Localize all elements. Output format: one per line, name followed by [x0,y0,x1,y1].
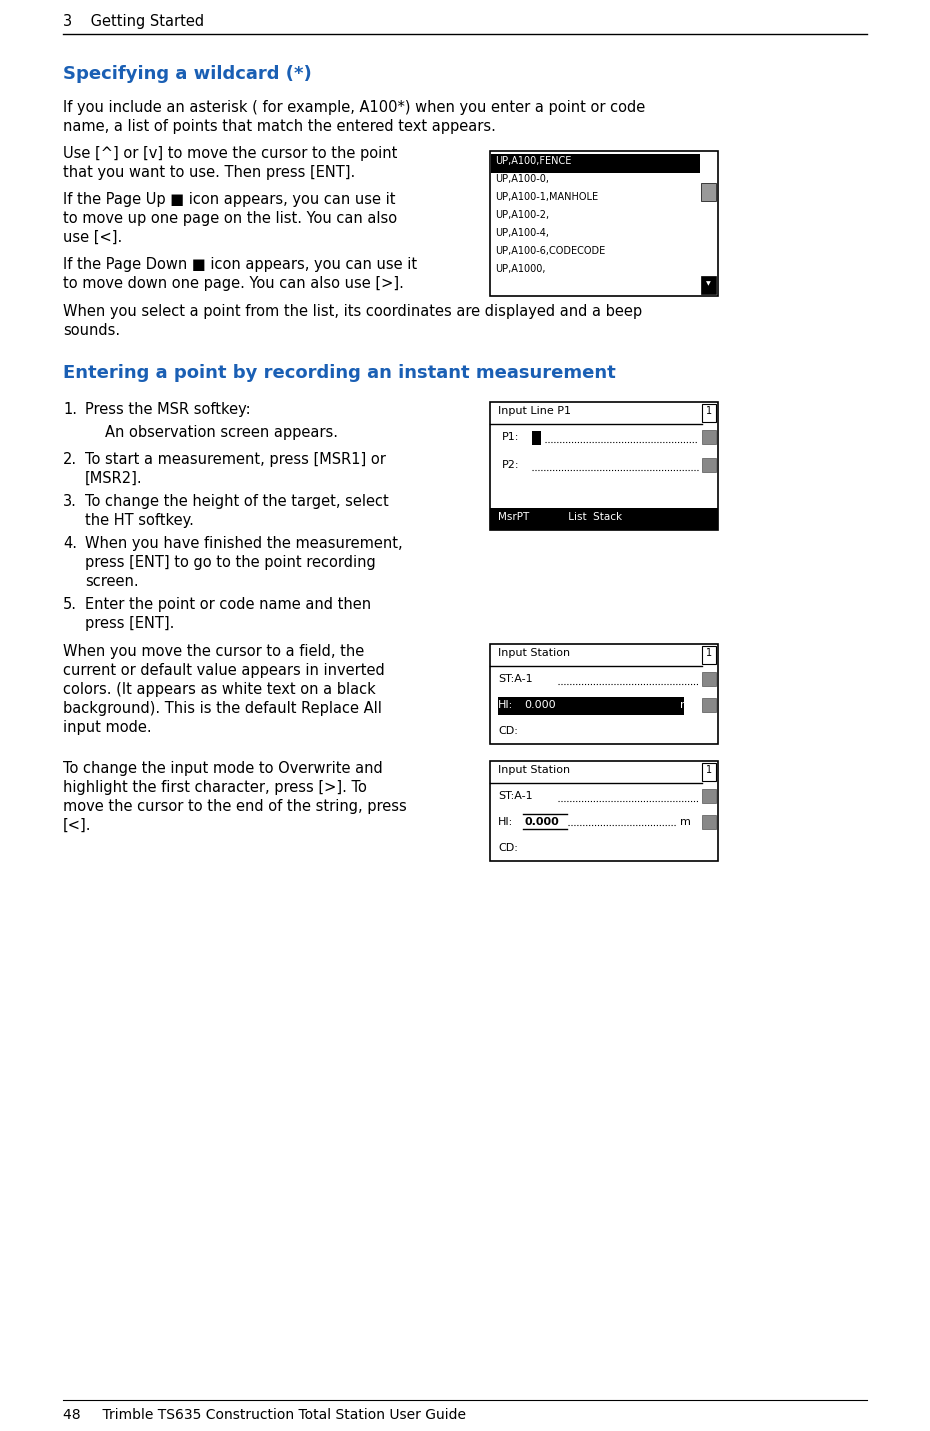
Text: Specifying a wildcard (*): Specifying a wildcard (*) [63,64,312,83]
Text: When you move the cursor to a field, the: When you move the cursor to a field, the [63,644,365,660]
Bar [490,402,718,529]
Text: to move down one page. You can also use [>].: to move down one page. You can also use … [63,276,404,290]
Text: 3    Getting Started: 3 Getting Started [63,14,204,29]
Text: An observation screen appears.: An observation screen appears. [105,425,338,439]
Bar [498,697,684,716]
Text: 1.: 1. [63,402,77,416]
Text: Entering a point by recording an instant measurement: Entering a point by recording an instant… [63,363,616,382]
Text: 1: 1 [706,648,712,658]
Text: 2.: 2. [63,452,77,467]
Bar [701,276,716,293]
Text: 3.: 3. [63,494,77,509]
Text: HI:: HI: [498,817,513,827]
Text: the HT softkey.: the HT softkey. [85,512,193,528]
Text: Input Station: Input Station [498,648,570,658]
Text: 0.000: 0.000 [524,817,559,827]
Text: When you select a point from the list, its coordinates are displayed and a beep: When you select a point from the list, i… [63,303,642,319]
Text: If the Page Down ■ icon appears, you can use it: If the Page Down ■ icon appears, you can… [63,258,418,272]
Bar [702,763,716,781]
Text: UP,A100-2,: UP,A100-2, [495,210,549,220]
Text: Input Station: Input Station [498,766,570,776]
Text: UP,A100-1,MANHOLE: UP,A100-1,MANHOLE [495,192,598,202]
Text: When you have finished the measurement,: When you have finished the measurement, [85,537,403,551]
Text: [<].: [<]. [63,819,91,833]
Text: CD:: CD: [498,843,518,853]
Text: Press the MSR softkey:: Press the MSR softkey: [85,402,250,416]
Text: background). This is the default Replace All: background). This is the default Replace… [63,701,382,716]
Text: If you include an asterisk ( for example, A100*) when you enter a point or code: If you include an asterisk ( for example… [63,100,645,114]
Text: that you want to use. Then press [ENT].: that you want to use. Then press [ENT]. [63,165,355,180]
Bar [490,508,718,529]
Text: UP,A100,FENCE: UP,A100,FENCE [495,156,571,166]
Text: name, a list of points that match the entered text appears.: name, a list of points that match the en… [63,119,496,135]
Text: Use [^] or [v] to move the cursor to the point: Use [^] or [v] to move the cursor to the… [63,146,397,162]
Text: Input Line P1: Input Line P1 [498,406,571,416]
Text: highlight the first character, press [>]. To: highlight the first character, press [>]… [63,780,366,796]
Bar [701,183,716,200]
Text: UP,A100-0,: UP,A100-0, [495,175,549,185]
Bar [490,644,718,744]
Text: colors. (It appears as white text on a black: colors. (It appears as white text on a b… [63,683,376,697]
Text: P1:: P1: [502,432,519,442]
Bar [702,816,716,829]
Text: current or default value appears in inverted: current or default value appears in inve… [63,663,385,678]
Text: If the Page Up ■ icon appears, you can use it: If the Page Up ■ icon appears, you can u… [63,192,395,207]
Text: UP,A100-6,CODECODE: UP,A100-6,CODECODE [495,246,605,256]
Bar [702,645,716,664]
Text: input mode.: input mode. [63,720,152,736]
Bar [532,431,541,445]
Text: Enter the point or code name and then: Enter the point or code name and then [85,597,371,612]
Text: 4.: 4. [63,537,77,551]
Text: ▼: ▼ [706,280,711,286]
Text: To change the height of the target, select: To change the height of the target, sele… [85,494,389,509]
Text: CD:: CD: [498,726,518,736]
Text: move the cursor to the end of the string, press: move the cursor to the end of the string… [63,798,406,814]
Text: to move up one page on the list. You can also: to move up one page on the list. You can… [63,210,397,226]
Text: m: m [680,817,691,827]
Text: MsrPT            List  Stack: MsrPT List Stack [498,512,622,522]
Text: use [<].: use [<]. [63,230,122,245]
Text: To start a measurement, press [MSR1] or: To start a measurement, press [MSR1] or [85,452,386,467]
Text: [MSR2].: [MSR2]. [85,471,142,487]
Text: 0.000: 0.000 [524,700,555,710]
Text: UP,A1000,: UP,A1000, [495,263,546,273]
Bar [490,152,718,296]
Text: ST:A-1: ST:A-1 [498,674,533,684]
Bar [490,761,718,861]
Text: P2:: P2: [502,459,520,469]
Bar [702,458,716,472]
Text: m: m [680,700,691,710]
Text: 48     Trimble TS635 Construction Total Station User Guide: 48 Trimble TS635 Construction Total Stat… [63,1408,466,1422]
Bar [702,788,716,803]
Text: 1: 1 [706,406,712,416]
Text: screen.: screen. [85,574,139,590]
Text: 5.: 5. [63,597,77,612]
Text: sounds.: sounds. [63,323,120,338]
Text: HI:: HI: [498,700,513,710]
Bar [702,404,716,422]
Bar [702,698,716,713]
Text: press [ENT].: press [ENT]. [85,615,175,631]
Text: press [ENT] to go to the point recording: press [ENT] to go to the point recording [85,555,376,570]
Bar [491,155,700,173]
Bar [702,673,716,685]
Text: UP,A100-4,: UP,A100-4, [495,228,549,238]
Text: To change the input mode to Overwrite and: To change the input mode to Overwrite an… [63,761,383,776]
Text: ST:A-1: ST:A-1 [498,791,533,801]
Text: 1: 1 [706,766,712,776]
Bar [702,429,716,444]
